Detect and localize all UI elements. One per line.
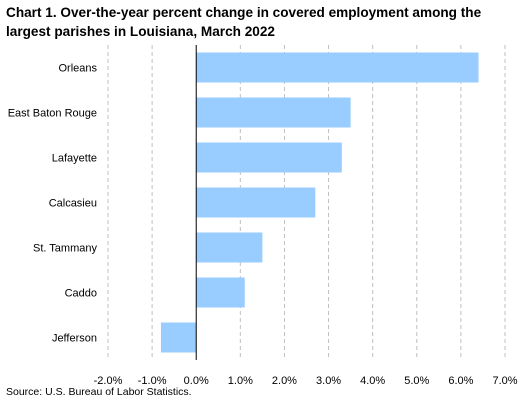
bar	[160, 322, 197, 353]
x-tick-label: -1.0%	[138, 375, 167, 387]
bars	[160, 52, 479, 353]
bar	[196, 52, 479, 83]
chart-title: Chart 1. Over-the-year percent change in…	[6, 5, 482, 39]
category-label: Caddo	[65, 288, 97, 300]
source-note: Source: U.S. Bureau of Labor Statistics.	[6, 386, 192, 398]
category-label: Lafayette	[52, 153, 97, 165]
bar	[196, 277, 245, 308]
bar	[196, 187, 316, 218]
category-labels: Orleans East Baton Rouge Lafayette Calcasie…	[8, 63, 98, 345]
category-label: East Baton Rouge	[8, 108, 97, 120]
category-label: St. Tammany	[33, 243, 97, 255]
x-tick-label: 4.0%	[360, 375, 385, 387]
x-tick-label: 2.0%	[272, 375, 297, 387]
category-label: Calcasieu	[49, 198, 97, 210]
bar	[196, 232, 263, 263]
x-tick-label: 5.0%	[404, 375, 429, 387]
category-label: Jefferson	[52, 333, 97, 345]
x-tick-label: 3.0%	[316, 375, 341, 387]
x-tick-label: 1.0%	[228, 375, 253, 387]
x-tick-label: 7.0%	[492, 375, 517, 387]
bar	[196, 97, 351, 128]
x-tick-label: 6.0%	[448, 375, 473, 387]
category-label: Orleans	[58, 63, 97, 75]
x-tick-label: 0.0%	[184, 375, 209, 387]
x-tick-label: -2.0%	[94, 375, 123, 387]
bar	[196, 142, 342, 173]
tick-labels: -2.0% -1.0% 0.0% 1.0% 2.0% 3.0% 4.0% 5.0% 6.0% 7.…	[94, 375, 518, 387]
